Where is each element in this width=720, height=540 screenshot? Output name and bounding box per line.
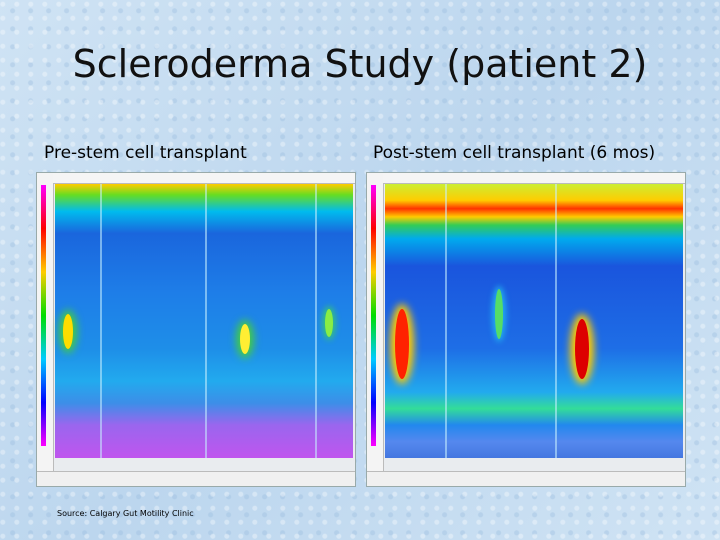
slide-title: Scleroderma Study (patient 2) bbox=[72, 42, 648, 86]
left-caption: Pre-stem cell transplant bbox=[44, 143, 247, 163]
pre-transplant-topography-plot bbox=[55, 184, 353, 458]
image-toolbar-top bbox=[53, 173, 355, 184]
color-scale-bar bbox=[41, 185, 46, 446]
post-transplant-manometry-image bbox=[366, 172, 686, 487]
image-toolbar-top bbox=[383, 173, 685, 184]
pre-transplant-manometry-image bbox=[36, 172, 356, 487]
post-transplant-topography-plot bbox=[385, 184, 683, 458]
image-toolbar-bottom bbox=[37, 471, 355, 486]
source-credit: Source: Calgary Gut Motility Clinic bbox=[57, 509, 194, 518]
color-scale-bar bbox=[371, 185, 376, 446]
right-caption: Post-stem cell transplant (6 mos) bbox=[373, 143, 656, 163]
pressure-axis bbox=[37, 173, 54, 486]
pressure-axis bbox=[367, 173, 384, 486]
image-toolbar-bottom bbox=[367, 471, 685, 486]
